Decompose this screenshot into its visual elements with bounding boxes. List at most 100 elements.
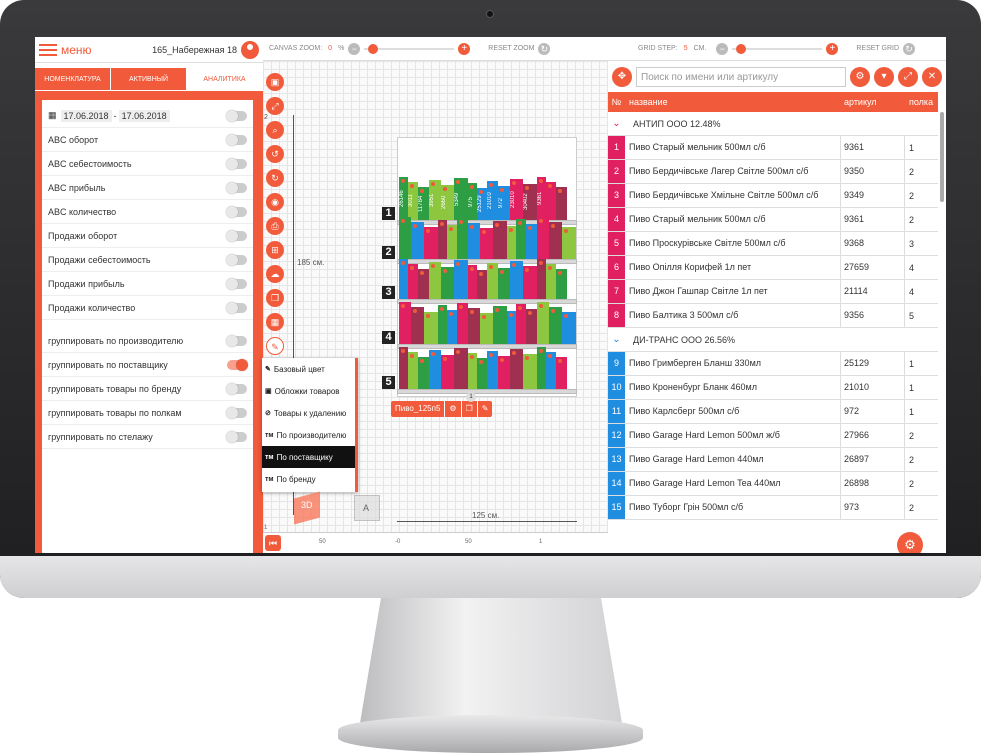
product-block[interactable] xyxy=(399,302,411,344)
move-icon[interactable]: ✥ xyxy=(612,67,632,87)
fit-icon[interactable]: ⤢ xyxy=(266,97,284,115)
product-block[interactable] xyxy=(537,259,546,299)
product-block[interactable] xyxy=(457,303,468,344)
table-row[interactable]: 1 Пиво Старый мельник 500мл с/б 9361 1 xyxy=(608,136,938,160)
expand-icon[interactable]: ⤢ xyxy=(898,67,918,87)
zoom-out-icon[interactable]: − xyxy=(348,42,361,55)
chevron-icon[interactable]: ⌄ xyxy=(612,118,621,129)
table-row[interactable]: 8 Пиво Балтика 3 500мл с/б 9356 5 xyxy=(608,304,938,328)
group-toggle[interactable] xyxy=(226,382,247,395)
date-from[interactable]: 17.06.2018 xyxy=(60,109,112,122)
product-block[interactable]: 9361 xyxy=(537,177,546,220)
color-menu-item[interactable]: ✎ Базовый цвет xyxy=(262,358,355,380)
group-toggle[interactable] xyxy=(226,406,247,419)
product-block[interactable] xyxy=(454,348,468,389)
tab-analytics[interactable]: АНАЛИТИКА xyxy=(187,68,263,90)
color-menu-item[interactable]: ⊘ Товары к удалению xyxy=(262,402,355,424)
grid-minus-icon[interactable]: − xyxy=(716,42,729,55)
grid-plus-icon[interactable]: + xyxy=(826,42,839,55)
table-row[interactable]: 3 Пиво Бердичівське Хмільне Світле 500мл … xyxy=(608,184,938,208)
calendar-icon[interactable]: ▦ xyxy=(48,110,57,120)
save-icon[interactable]: ▣ xyxy=(266,73,284,91)
zoom-icon[interactable]: ⌕ xyxy=(266,121,284,139)
analytics-toggle[interactable] xyxy=(226,277,247,290)
color-menu-item[interactable]: ▣ Обложки товаров xyxy=(262,380,355,402)
tab-nomenclature[interactable]: НОМЕНКЛАТУРА xyxy=(35,68,111,90)
product-block[interactable] xyxy=(399,217,411,259)
table-row[interactable]: 13 Пиво Garage Hard Lemon 440мл 26897 2 xyxy=(608,448,938,472)
chevron-icon[interactable]: ⌄ xyxy=(612,334,621,345)
product-block[interactable] xyxy=(537,302,549,344)
cart-icon[interactable]: ⊞ xyxy=(266,241,284,259)
product-block[interactable] xyxy=(516,304,526,344)
table-row[interactable]: 2 Пиво Бердичівське Лагер Світле 500мл с/… xyxy=(608,160,938,184)
group-toggle[interactable] xyxy=(226,430,247,443)
tab-active[interactable]: АКТИВНЫЙ xyxy=(111,68,187,90)
col-article[interactable]: артикул xyxy=(844,97,877,107)
menu-label[interactable]: меню xyxy=(61,42,92,57)
view-icon[interactable]: ◉ xyxy=(266,193,284,211)
settings-icon[interactable]: ⚙ xyxy=(850,67,870,87)
menu-icon[interactable] xyxy=(39,43,57,56)
undo-icon[interactable]: ↺ xyxy=(266,145,284,163)
grid-step-value[interactable]: 5 xyxy=(683,45,688,52)
upload-icon[interactable]: ☁ xyxy=(266,265,284,283)
product-block[interactable]: 26146 xyxy=(399,177,408,220)
product-block[interactable]: 5349 xyxy=(454,178,468,220)
group-toggle[interactable] xyxy=(227,358,248,371)
close-icon[interactable]: ✕ xyxy=(922,67,942,87)
copy-small-icon[interactable]: ❐ xyxy=(462,401,478,417)
product-block[interactable] xyxy=(399,259,408,299)
calculator-icon[interactable]: ▦ xyxy=(266,313,284,331)
table-row[interactable]: 10 Пиво Кроненбург Бланк 460мл 21010 1 xyxy=(608,376,938,400)
settings-small-icon[interactable]: ⚙ xyxy=(445,401,462,417)
product-block[interactable] xyxy=(537,217,549,259)
col-name[interactable]: название xyxy=(629,97,668,107)
analytics-toggle[interactable] xyxy=(226,157,247,170)
table-row[interactable]: 4 Пиво Старый мельник 500мл с/б 9361 2 xyxy=(608,208,938,232)
dropdown-icon[interactable]: ▾ xyxy=(874,67,894,87)
color-menu-item[interactable]: тм По бренду xyxy=(262,468,355,490)
product-block[interactable]: 3951 xyxy=(429,180,441,220)
product-block[interactable] xyxy=(399,347,408,389)
product-block[interactable] xyxy=(429,350,441,389)
product-block[interactable] xyxy=(510,349,523,389)
group-row[interactable]: ⌄ АНТИП ООО 12.48% xyxy=(608,112,938,136)
table-scrollbar[interactable] xyxy=(940,112,944,202)
planogram-label[interactable]: Пиво_125п5 ⚙ ❐ ✎ xyxy=(391,401,493,417)
collapse-icon[interactable]: ⏮ xyxy=(265,535,281,551)
col-num[interactable]: № xyxy=(611,97,622,107)
table-row[interactable]: 5 Пиво Проскурівське Світле 500мл с/б 9368… xyxy=(608,232,938,256)
print-icon[interactable]: ⎙ xyxy=(266,217,284,235)
table-row[interactable]: 14 Пиво Garage Hard Lemon Tea 440мл 26898 2 xyxy=(608,472,938,496)
product-block[interactable]: 23010 xyxy=(510,179,523,220)
group-toggle[interactable] xyxy=(226,334,247,347)
color-menu-item[interactable]: тм По производителю xyxy=(262,424,355,446)
table-row[interactable]: 7 Пиво Джон Гашпар Світле 1л пет 21114 4 xyxy=(608,280,938,304)
paint-icon[interactable]: ✎ xyxy=(266,337,284,355)
zoom-slider[interactable] xyxy=(364,43,455,54)
reset-zoom-icon[interactable]: ↻ xyxy=(538,42,551,55)
reset-zoom-label[interactable]: RESET ZOOM xyxy=(488,45,535,52)
product-block[interactable]: 21010 xyxy=(487,181,498,220)
settings-fab-icon[interactable]: ⚙ xyxy=(897,532,923,553)
group-row[interactable]: ⌄ ДИ-ТРАНС ООО 26.56% xyxy=(608,328,938,352)
date-toggle[interactable] xyxy=(226,109,247,122)
product-block[interactable] xyxy=(487,351,498,389)
color-menu-item[interactable]: тм По поставщику xyxy=(262,446,355,468)
cube-2d[interactable] xyxy=(354,495,380,521)
analytics-toggle[interactable] xyxy=(226,205,247,218)
duplicate-icon[interactable]: ❐ xyxy=(266,289,284,307)
table-row[interactable]: 11 Пиво Карлсберг 500мл с/б 972 1 xyxy=(608,400,938,424)
search-input[interactable]: Поиск по имени или артикулу xyxy=(636,67,846,87)
analytics-toggle[interactable] xyxy=(226,229,247,242)
table-row[interactable]: 12 Пиво Garage Hard Lemon 500мл ж/б 27966 2 xyxy=(608,424,938,448)
edit-small-icon[interactable]: ✎ xyxy=(481,404,489,413)
reset-grid-label[interactable]: RESET GRID xyxy=(856,45,900,52)
user-avatar-icon[interactable] xyxy=(241,40,259,59)
analytics-toggle[interactable] xyxy=(226,181,247,194)
grid-slider[interactable] xyxy=(732,43,823,54)
planogram-name[interactable]: Пиво_125п5 xyxy=(391,401,446,417)
table-row[interactable]: 9 Пиво Гримберген Бланш 330мл 25129 1 xyxy=(608,352,938,376)
analytics-toggle[interactable] xyxy=(226,133,247,146)
